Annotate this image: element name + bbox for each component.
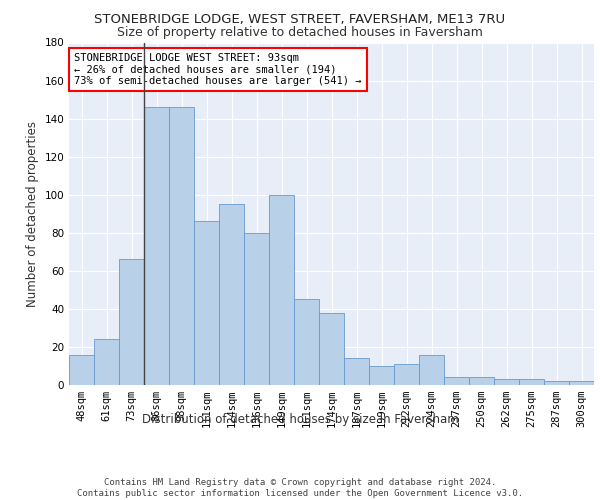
Bar (269, 194, 294, 385)
Text: STONEBRIDGE LODGE, WEST STREET, FAVERSHAM, ME13 7RU: STONEBRIDGE LODGE, WEST STREET, FAVERSHA… (94, 12, 506, 26)
Bar (194, 222, 219, 385)
Text: Distribution of detached houses by size in Faversham: Distribution of detached houses by size … (142, 412, 458, 426)
Bar (444, 378, 469, 385)
Bar (344, 358, 369, 385)
Text: STONEBRIDGE LODGE WEST STREET: 93sqm
← 26% of detached houses are smaller (194)
: STONEBRIDGE LODGE WEST STREET: 93sqm ← 2… (74, 53, 362, 86)
Bar (469, 378, 494, 385)
Bar (69, 354, 94, 385)
Bar (569, 381, 594, 385)
Text: Size of property relative to detached houses in Faversham: Size of property relative to detached ho… (117, 26, 483, 39)
Bar (544, 381, 569, 385)
Y-axis label: Number of detached properties: Number of detached properties (26, 120, 39, 306)
Bar (369, 366, 394, 385)
Bar (319, 312, 344, 385)
Bar (244, 233, 269, 385)
Bar (494, 380, 519, 385)
Bar (119, 260, 144, 385)
Bar (219, 204, 244, 385)
Text: Contains HM Land Registry data © Crown copyright and database right 2024.
Contai: Contains HM Land Registry data © Crown c… (77, 478, 523, 498)
Bar (169, 107, 194, 385)
Bar (419, 354, 444, 385)
Bar (294, 300, 319, 385)
Bar (94, 340, 119, 385)
Bar (394, 364, 419, 385)
Bar (519, 380, 544, 385)
Bar (144, 107, 169, 385)
